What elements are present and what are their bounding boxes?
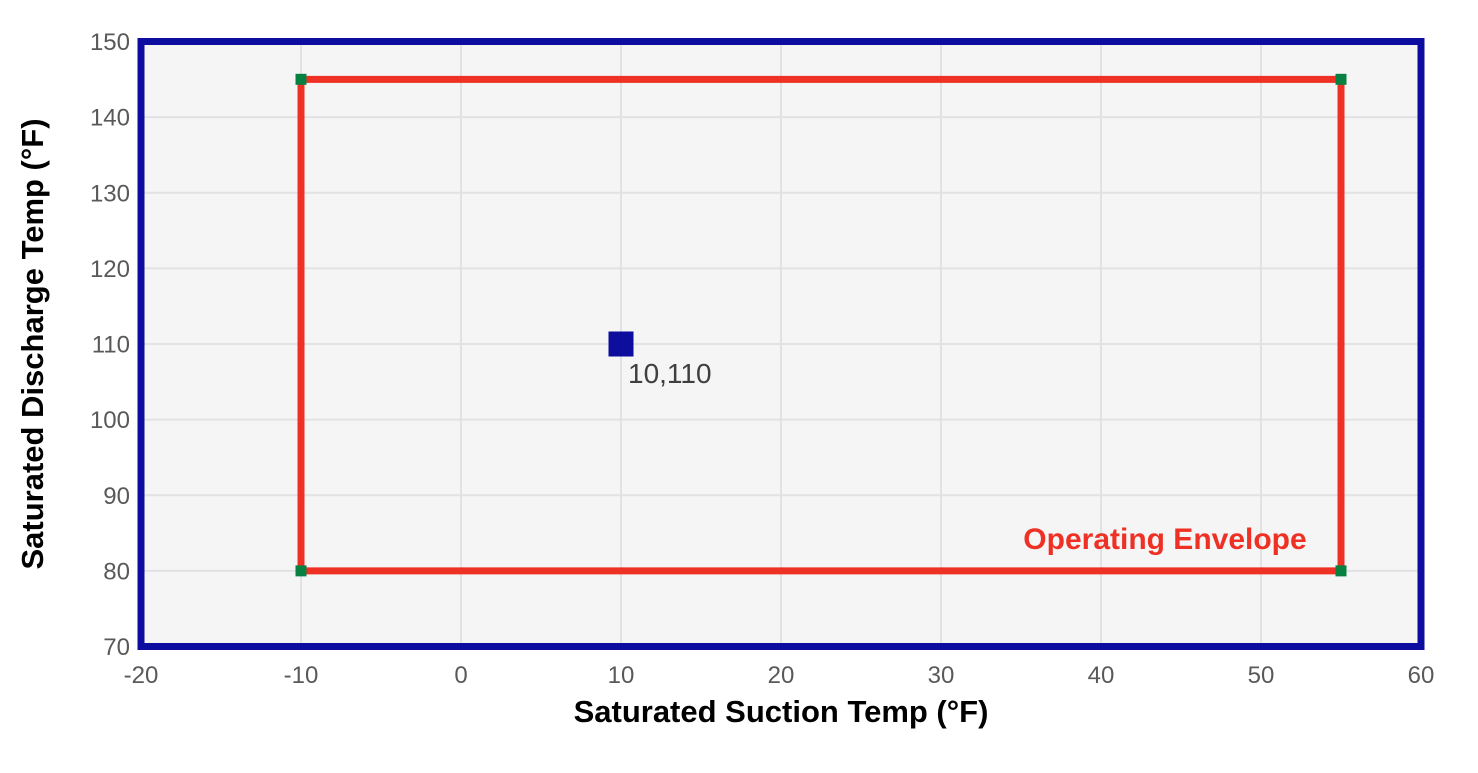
envelope-corner-marker [1335,565,1347,577]
envelope-annotation-label: Operating Envelope [1023,523,1306,556]
data-point-marker [608,331,634,357]
y-tick-label: 100 [90,407,130,434]
envelope-corner-marker [1335,73,1347,85]
x-tick-label: 10 [608,662,635,689]
y-tick-label: 120 [90,256,130,283]
y-tick-label: 130 [90,180,130,207]
x-tick-label: 20 [768,662,795,689]
y-tick-label: 140 [90,105,130,132]
x-tick-label: -20 [124,662,159,689]
y-tick-label: 70 [103,634,130,661]
x-tick-label: 50 [1248,662,1275,689]
x-axis-title: Saturated Suction Temp (°F) [573,694,989,729]
y-tick-label: 110 [92,332,130,359]
y-tick-label: 80 [103,558,130,585]
y-tick-label: 90 [103,483,130,510]
envelope-corner-marker [295,73,307,85]
x-tick-label: 0 [454,662,467,689]
y-tick-label: 150 [90,29,130,56]
data-point-label: 10,110 [628,358,712,389]
x-tick-label: -10 [284,662,319,689]
y-axis-title: Saturated Discharge Temp (°F) [15,118,50,570]
envelope-corner-marker [295,565,307,577]
x-tick-label: 40 [1088,662,1115,689]
x-tick-label: 60 [1408,662,1435,689]
plot-border [137,38,1425,650]
x-tick-label: 30 [928,662,955,689]
